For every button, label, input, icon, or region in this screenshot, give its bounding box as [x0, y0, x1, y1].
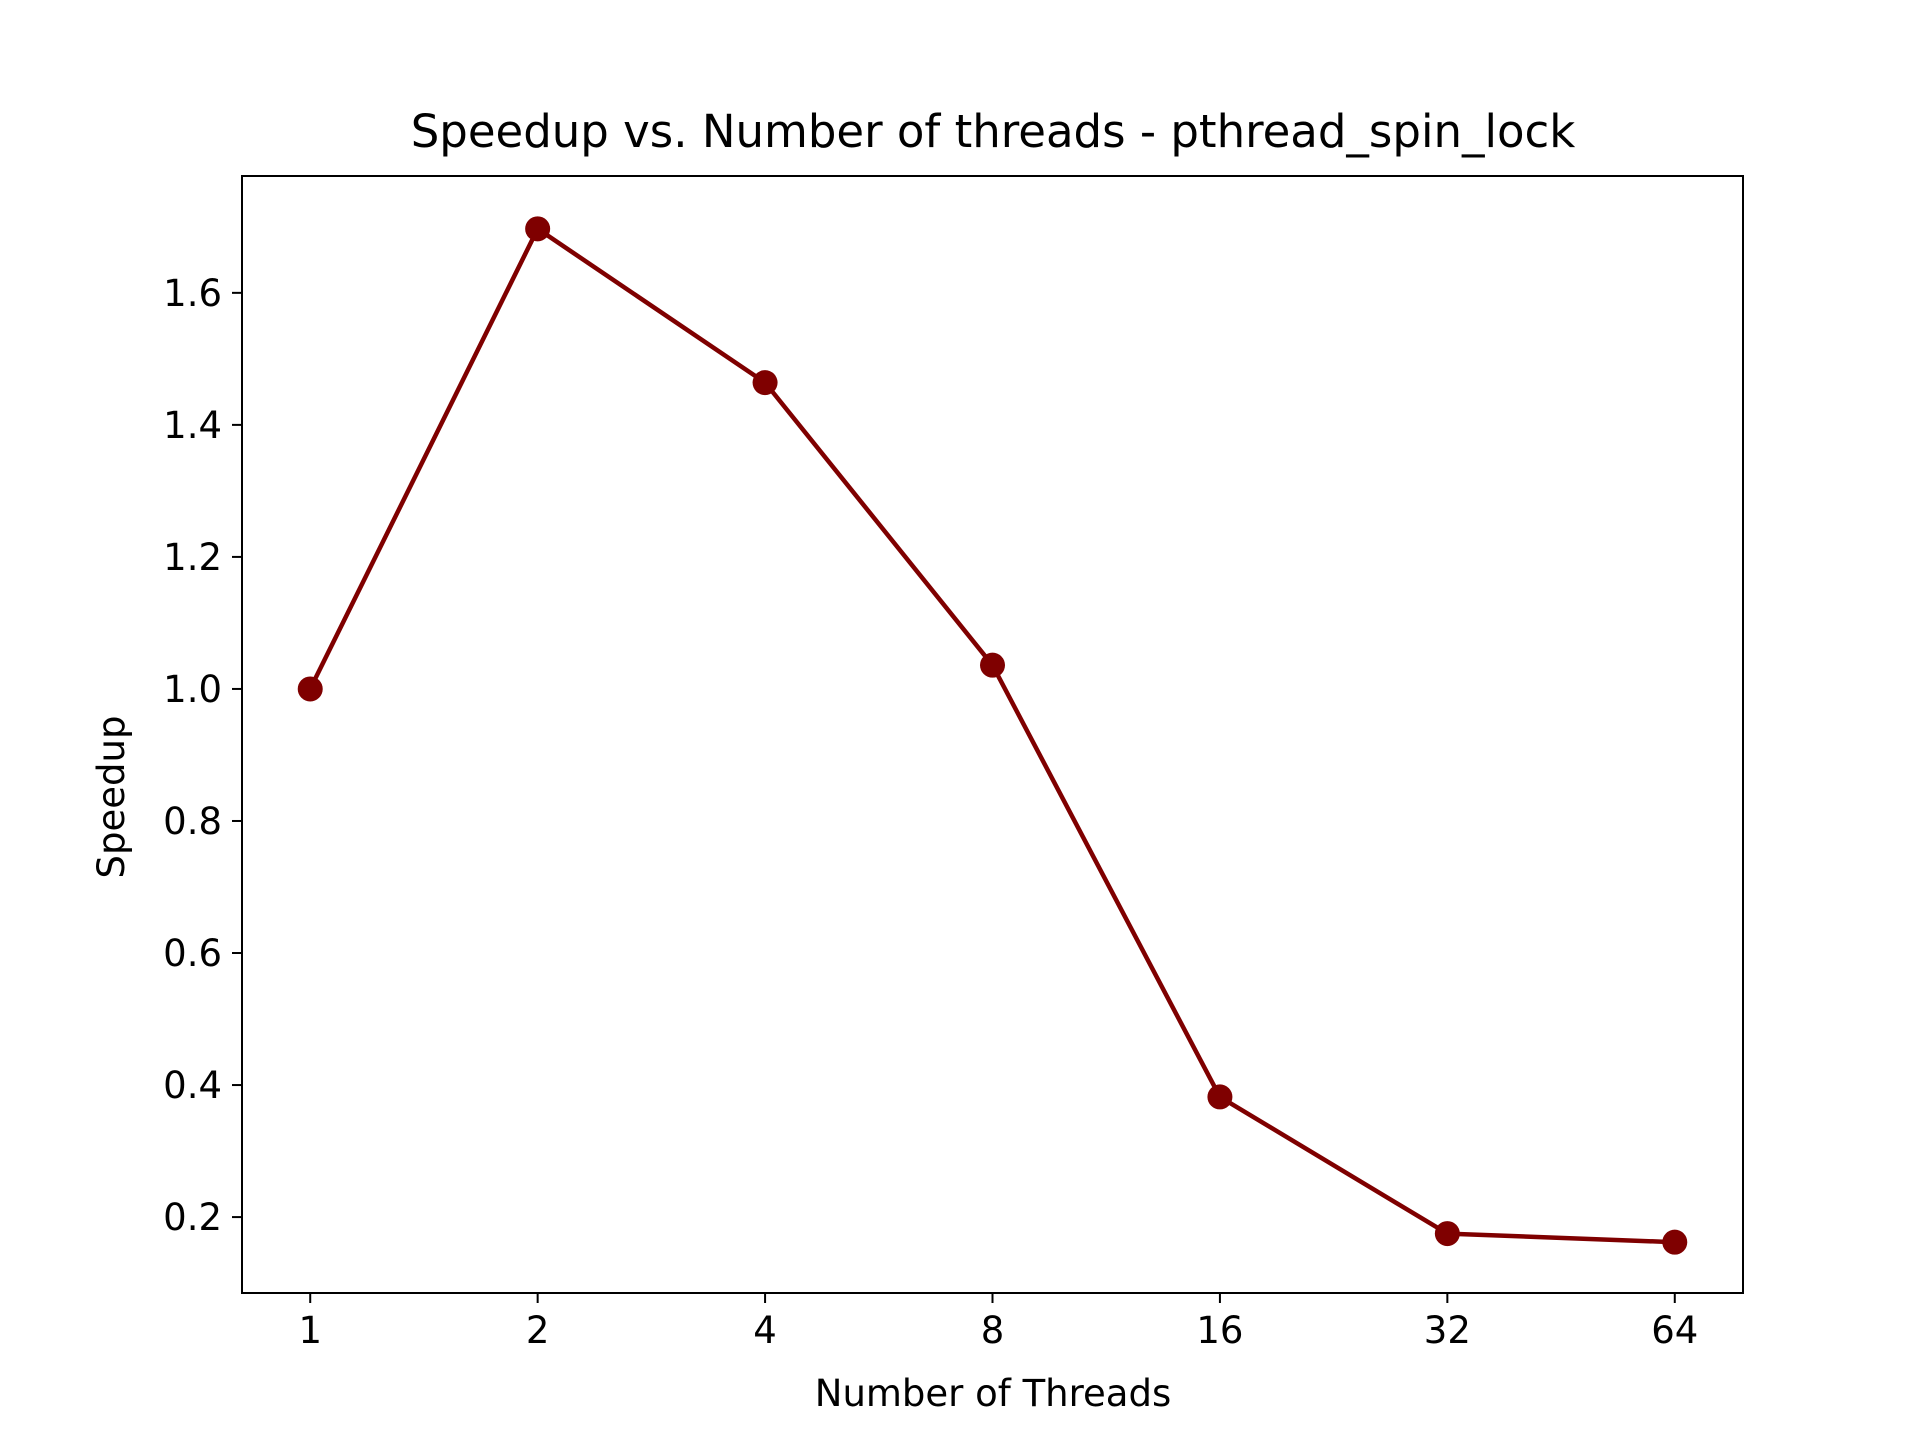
- x-tick-label: 2: [526, 1309, 550, 1352]
- x-tick-label: 16: [1196, 1309, 1243, 1352]
- data-point: [1662, 1229, 1688, 1255]
- x-tick-label: 64: [1651, 1309, 1698, 1352]
- chart-title: Speedup vs. Number of threads - pthread_…: [411, 105, 1576, 158]
- x-tick-label: 1: [298, 1309, 322, 1352]
- x-axis: 1 2 4 8 16 32 64: [298, 1293, 1698, 1352]
- x-tick-label: 8: [981, 1309, 1005, 1352]
- data-point: [525, 216, 551, 242]
- x-axis-label: Number of Threads: [815, 1372, 1171, 1415]
- y-tick-label: 1.4: [163, 404, 222, 447]
- y-tick-label: 0.4: [163, 1064, 222, 1107]
- y-tick-label: 0.2: [163, 1196, 222, 1239]
- y-axis-label: Speedup: [90, 716, 133, 879]
- y-tick-label: 1.6: [163, 272, 222, 315]
- data-point: [752, 370, 778, 396]
- data-point: [980, 652, 1005, 678]
- data-point: [1207, 1084, 1233, 1110]
- y-axis: 0.2 0.4 0.6 0.8 1.0 1.2 1.4 1.6: [163, 272, 242, 1239]
- data-point: [1434, 1221, 1460, 1247]
- y-tick-label: 1.2: [163, 536, 222, 579]
- x-tick-label: 4: [753, 1309, 777, 1352]
- data-point: [297, 676, 323, 702]
- x-tick-label: 32: [1424, 1309, 1471, 1352]
- y-tick-label: 1.0: [163, 668, 222, 711]
- y-tick-label: 0.8: [163, 800, 222, 843]
- y-tick-label: 0.6: [163, 932, 222, 975]
